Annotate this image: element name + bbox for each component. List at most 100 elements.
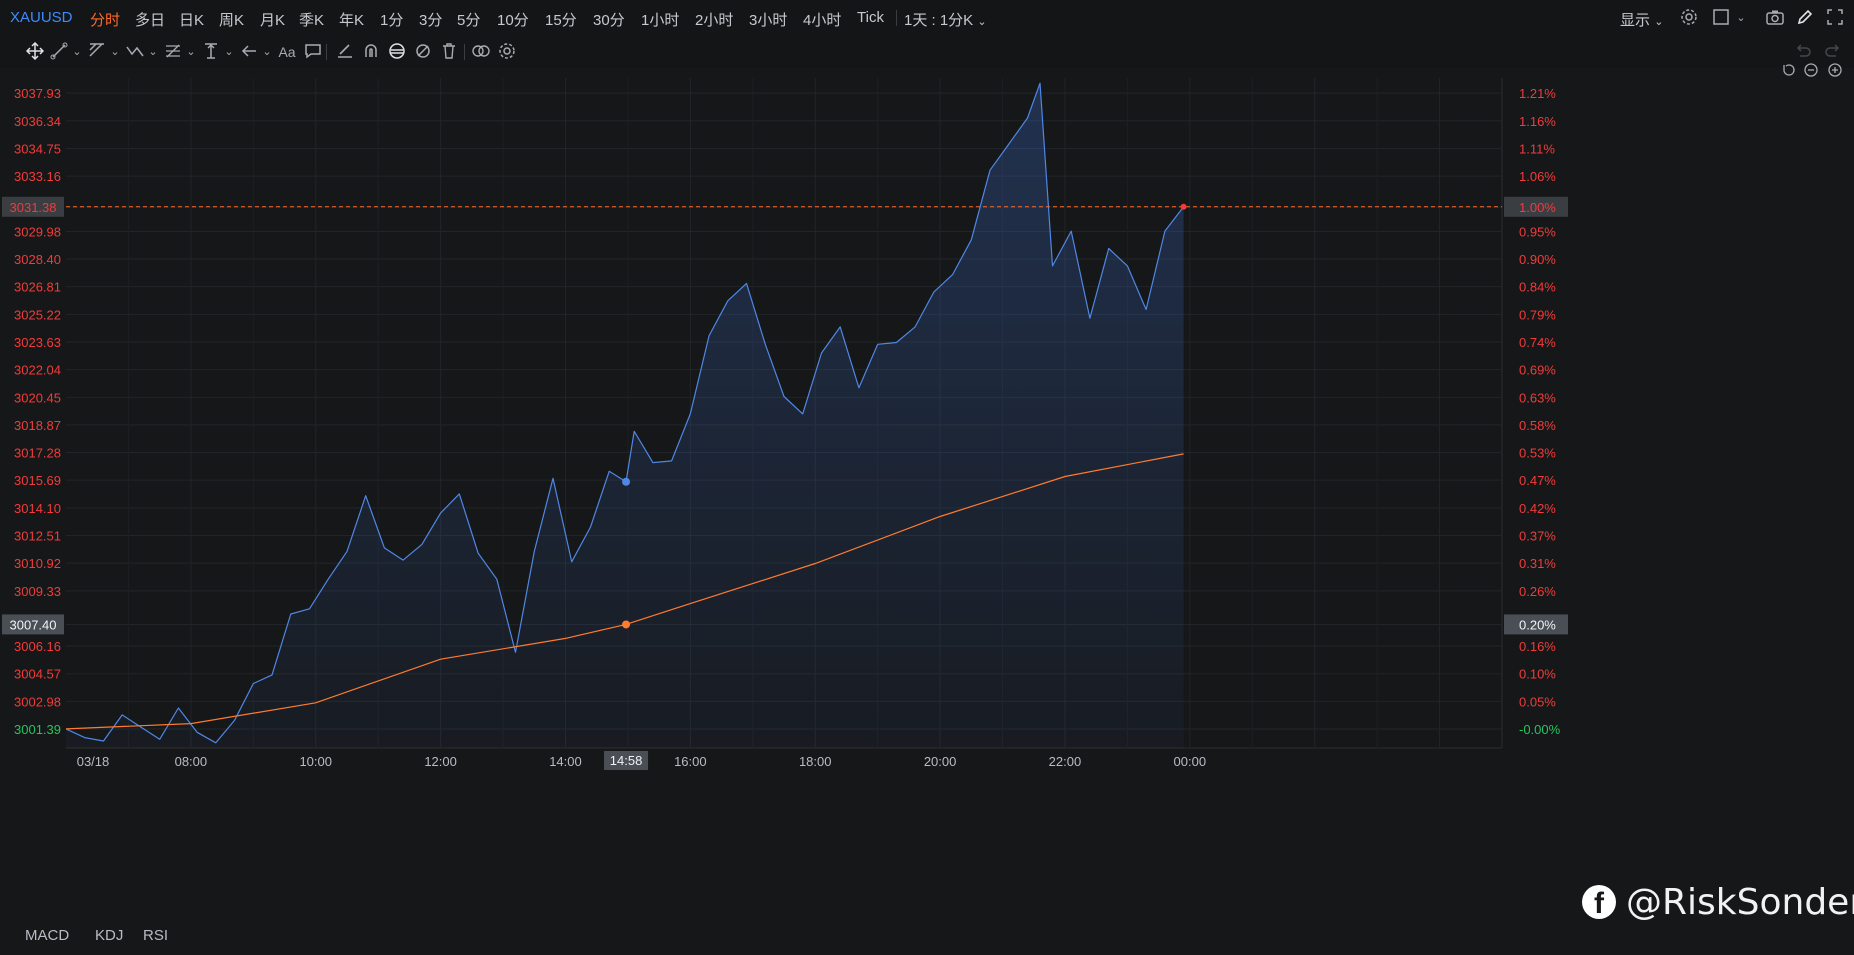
y-tick-label: 3029.98: [14, 224, 61, 239]
watermark-text: @RiskSonder: [1626, 881, 1854, 923]
last-price-box-right: [1504, 196, 1568, 217]
tab-1min[interactable]: 1分: [380, 12, 404, 29]
pattern-tool-icon[interactable]: [124, 42, 146, 62]
tab-1hour[interactable]: 1小时: [641, 12, 680, 29]
period-selector[interactable]: 1天 : 1分K ⌄: [904, 9, 987, 30]
y-tick-label: 3010.92: [14, 556, 61, 571]
y-tick-label: 3034.75: [14, 141, 61, 156]
settings-icon[interactable]: [496, 42, 518, 62]
y-tick-label: 3009.33: [14, 584, 61, 599]
lock-icon[interactable]: [386, 42, 408, 62]
y-tick-pct-label: 0.63%: [1519, 390, 1556, 405]
watermark: f @RiskSonder: [1582, 880, 1854, 924]
y-tick-pct-label: 0.90%: [1519, 252, 1556, 267]
x-tick-label: 22:00: [1049, 754, 1082, 769]
last-price-label-left: 3031.38: [10, 200, 57, 215]
tab-quarterly[interactable]: 季K: [299, 12, 325, 29]
x-tick-label: 18:00: [799, 754, 832, 769]
tab-daily[interactable]: 日K: [179, 12, 205, 29]
y-tick-label: 3006.16: [14, 639, 61, 654]
chevron-down-icon[interactable]: ⌄: [148, 46, 158, 58]
fullscreen-icon[interactable]: [1824, 8, 1846, 28]
y-tick-label: 3023.63: [14, 335, 61, 350]
tab-tick[interactable]: Tick: [857, 9, 884, 26]
chevron-down-icon[interactable]: ⌄: [224, 46, 234, 58]
compare-icon[interactable]: [470, 42, 492, 62]
chevron-down-icon: ⌄: [977, 16, 987, 28]
y-tick-pct-label: 0.10%: [1519, 667, 1556, 682]
chevron-down-icon[interactable]: ⌄: [262, 46, 272, 58]
fib-tool-icon[interactable]: [162, 42, 184, 62]
y-tick-pct-label: 0.16%: [1519, 639, 1556, 654]
magnet-icon[interactable]: [360, 42, 382, 62]
tab-30min[interactable]: 30分: [593, 12, 625, 29]
x-date-label: 03/18: [77, 754, 110, 769]
tab-timeshare[interactable]: 分时: [90, 12, 121, 29]
zoom-in-icon[interactable]: [1824, 62, 1846, 82]
x-tick-label: 00:00: [1174, 754, 1207, 769]
measure-tool-icon[interactable]: [200, 42, 222, 62]
y-tick-pct-label: 0.47%: [1519, 473, 1556, 488]
tab-3hour[interactable]: 3小时: [749, 12, 788, 29]
crosshair-icon[interactable]: [24, 42, 46, 62]
pencil-icon[interactable]: [1794, 8, 1816, 28]
brush-icon[interactable]: [334, 42, 356, 62]
chart-area[interactable]: 3037.93 1.21% 3036.34 1.16% 3034.75 1.11% 3033…: [0, 63, 1854, 920]
y-tick-pct-label: 0.84%: [1519, 280, 1556, 295]
tab-4hour[interactable]: 4小时: [803, 12, 842, 29]
zoom-out-icon[interactable]: [1800, 62, 1822, 82]
redo-icon[interactable]: [1822, 42, 1844, 62]
indicator-kdj[interactable]: KDJ: [95, 927, 124, 944]
tab-10min[interactable]: 10分: [497, 12, 529, 29]
chevron-down-icon[interactable]: ⌄: [110, 46, 120, 58]
y-tick-label: 3017.28: [14, 446, 61, 461]
facebook-icon: f: [1582, 885, 1616, 920]
gear-icon[interactable]: [1678, 8, 1700, 28]
y-tick-pct-label: 1.16%: [1519, 114, 1556, 129]
y-tick-label: 3020.45: [14, 390, 61, 405]
y-tick-label: 3004.57: [14, 667, 61, 682]
indicator-macd[interactable]: MACD: [25, 927, 70, 944]
tab-3min[interactable]: 3分: [419, 12, 443, 29]
tab-15min[interactable]: 15分: [545, 12, 577, 29]
tab-5min[interactable]: 5分: [457, 12, 481, 29]
y-tick-label: 3036.34: [14, 114, 61, 129]
tab-weekly[interactable]: 周K: [219, 12, 245, 29]
chevron-down-icon[interactable]: ⌄: [1736, 12, 1746, 24]
y-tick-pct-label: -0.00%: [1519, 722, 1561, 737]
divider: [464, 44, 465, 60]
chevron-down-icon[interactable]: ⌄: [72, 46, 82, 58]
arrow-tool-icon[interactable]: [238, 42, 260, 62]
channel-tool-icon[interactable]: [86, 42, 108, 62]
indicator-bar: MACD KDJ RSI: [0, 920, 1854, 955]
line-tool-icon[interactable]: [48, 42, 70, 62]
reset-icon[interactable]: [1778, 62, 1800, 82]
axes: 3037.93 1.21% 3036.34 1.16% 3034.75 1.11% 3033…: [14, 86, 1561, 769]
layout-icon[interactable]: [1710, 8, 1732, 28]
y-tick-pct-label: 0.31%: [1519, 556, 1556, 571]
hide-icon[interactable]: [412, 42, 434, 62]
tab-2hour[interactable]: 2小时: [695, 12, 734, 29]
indicator-rsi[interactable]: RSI: [143, 927, 169, 944]
tab-monthly[interactable]: 月K: [260, 12, 286, 29]
y-tick-label: 3025.22: [14, 307, 61, 322]
tab-yearly[interactable]: 年K: [339, 12, 365, 29]
x-tick-label: 14:00: [549, 754, 582, 769]
y-tick-pct-label: 0.79%: [1519, 307, 1556, 322]
trash-icon[interactable]: [438, 42, 460, 62]
crosshair-price-box: [2, 614, 64, 635]
symbol-label[interactable]: XAUUSD: [10, 9, 73, 26]
price-chart[interactable]: 3037.93 1.21% 3036.34 1.16% 3034.75 1.11% 3033…: [0, 68, 1854, 920]
note-tool-icon[interactable]: [302, 42, 324, 62]
y-tick-pct-label: 0.53%: [1519, 446, 1556, 461]
undo-icon[interactable]: [1792, 42, 1814, 62]
y-tick-pct-label: 1.21%: [1519, 86, 1556, 101]
tab-multi-day[interactable]: 多日: [135, 12, 166, 29]
text-tool-icon[interactable]: Aa: [278, 44, 296, 60]
chevron-down-icon[interactable]: ⌄: [186, 46, 196, 58]
y-tick-label: 3022.04: [14, 363, 61, 378]
chevron-down-icon: ⌄: [1654, 16, 1664, 28]
display-dropdown[interactable]: 显示 ⌄: [1620, 9, 1663, 30]
camera-icon[interactable]: [1764, 8, 1786, 28]
period-selector-label: 1天 : 1分K: [904, 12, 974, 29]
